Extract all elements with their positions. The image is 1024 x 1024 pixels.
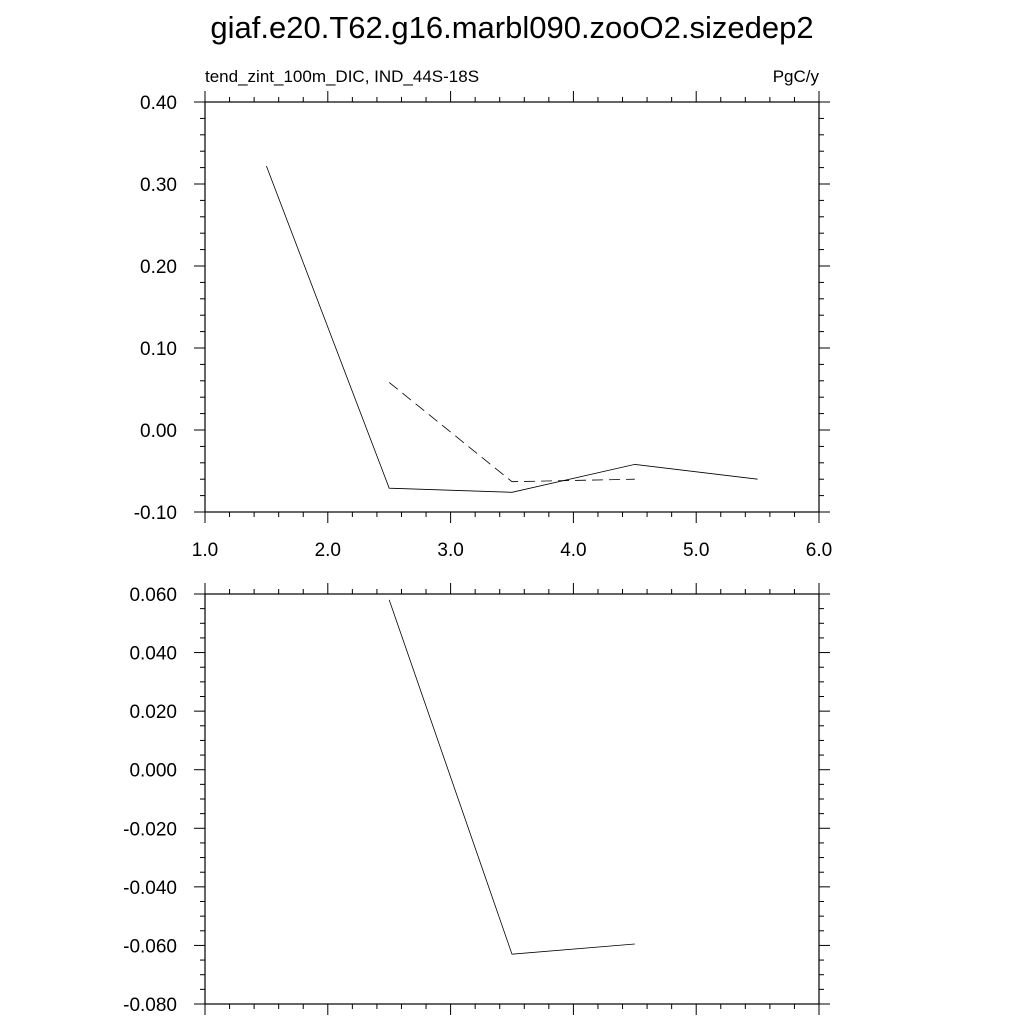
plot-frame bbox=[204, 101, 820, 513]
y-tick-label: 0.040 bbox=[129, 644, 177, 665]
y-tick-label: -0.020 bbox=[123, 819, 177, 840]
x-tick-label: 2.0 bbox=[315, 540, 341, 561]
y-tick-label: 0.000 bbox=[129, 761, 177, 782]
left-subtitle: tend_zint_100m_DIC, IND_44S-18S bbox=[205, 67, 479, 86]
plot-frame bbox=[204, 593, 820, 1005]
series-line-dashed bbox=[388, 382, 635, 483]
series-line-solid bbox=[388, 599, 635, 955]
x-tick-label: 4.0 bbox=[560, 540, 586, 561]
y-tick-label: -0.10 bbox=[134, 503, 177, 524]
series-line-solid bbox=[266, 165, 758, 493]
y-tick-label: 0.40 bbox=[140, 93, 177, 114]
chart-title: giaf.e20.T62.g16.marbl090.zooO2.sizedep2 bbox=[210, 10, 813, 45]
top-panel: 1.0 2.0 3.0 4.0 5.0 6.0 -0.10 0.00 0.10 0.20 0.30 0… bbox=[134, 91, 832, 561]
y-tick-label: -0.060 bbox=[123, 936, 177, 957]
y-tick-label: 0.060 bbox=[129, 585, 177, 606]
bottom-panel: -0.080 -0.060 -0.040 -0.020 0.000 0.020 0.040 0… bbox=[123, 583, 830, 1016]
y-tick-label: 0.020 bbox=[129, 702, 177, 723]
y-tick-label: -0.080 bbox=[123, 995, 177, 1016]
y-tick-label: 0.30 bbox=[140, 175, 177, 196]
units-label: PgC/y bbox=[773, 67, 820, 86]
y-tick-label: 0.10 bbox=[140, 339, 177, 360]
x-tick-label: 3.0 bbox=[437, 540, 463, 561]
y-tick-label: 0.00 bbox=[140, 421, 177, 442]
y-tick-label: 0.20 bbox=[140, 257, 177, 278]
x-tick-label: 5.0 bbox=[683, 540, 709, 561]
y-tick-label: -0.040 bbox=[123, 878, 177, 899]
x-tick-label: 1.0 bbox=[192, 540, 218, 561]
x-tick-label: 6.0 bbox=[806, 540, 832, 561]
